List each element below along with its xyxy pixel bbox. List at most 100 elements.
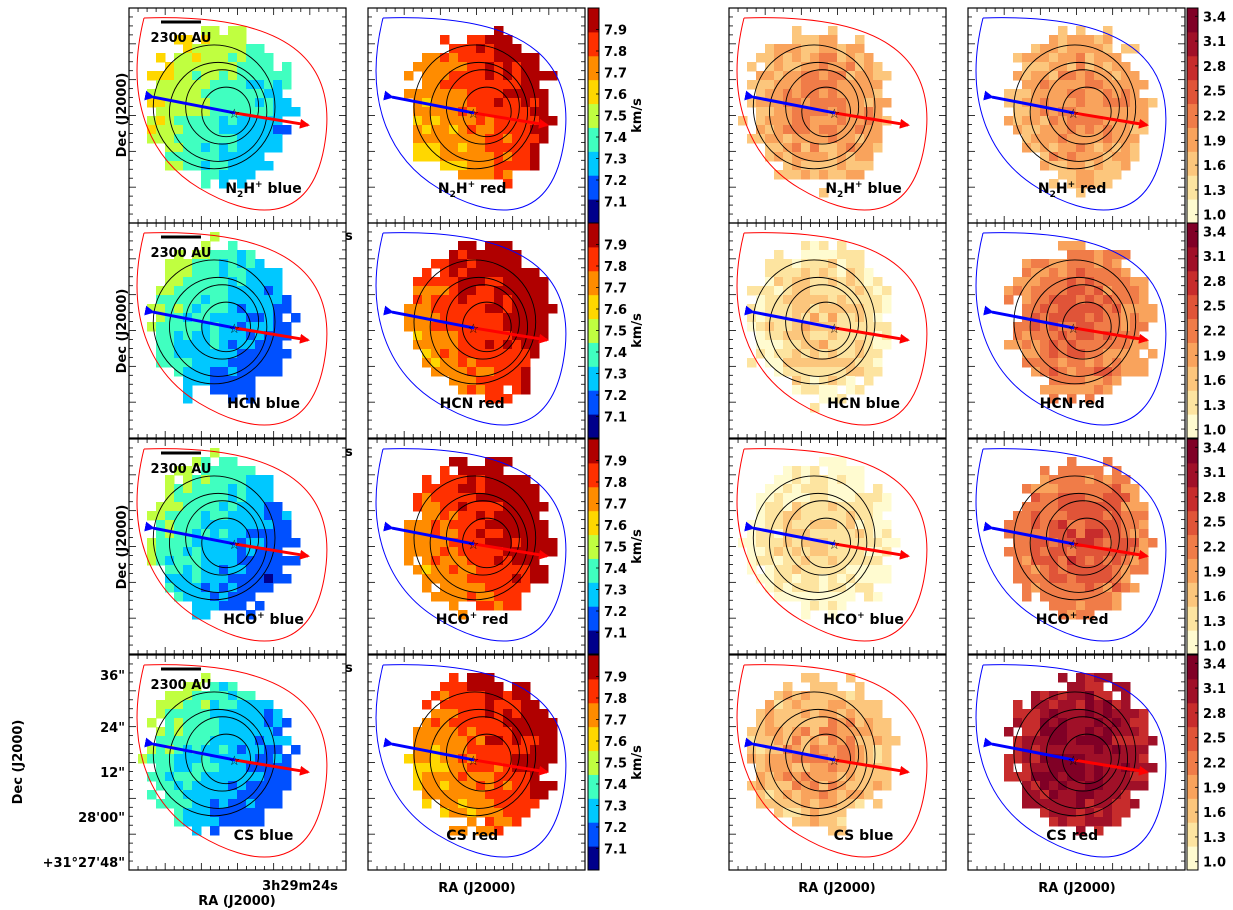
map-pixel (494, 808, 504, 818)
map-pixel (494, 691, 504, 701)
map-pixel (494, 475, 504, 485)
map-pixel (449, 592, 459, 602)
map-pixel (846, 574, 856, 584)
map-pixel (792, 44, 802, 54)
map-pixel (1076, 745, 1086, 755)
map-pixel (801, 170, 811, 180)
map-pixel (828, 502, 838, 512)
map-pixel (228, 547, 238, 557)
map-pixel (201, 529, 211, 539)
map-pixel (1067, 277, 1077, 287)
map-pixel (201, 592, 211, 602)
map-pixel (521, 71, 531, 81)
map-pixel (792, 736, 802, 746)
map-pixel (404, 754, 414, 764)
map-pixel (521, 53, 531, 63)
map-pixel (792, 98, 802, 108)
map-pixel (485, 457, 495, 467)
map-pixel (422, 143, 432, 153)
map-pixel (1076, 484, 1086, 494)
map-pixel (449, 304, 459, 314)
map-pixel (1085, 394, 1095, 404)
map-pixel (1040, 277, 1050, 287)
map-pixel (1022, 89, 1032, 99)
map-pixel (219, 313, 229, 323)
colorbar-tick-label: 1.6 (1203, 374, 1226, 389)
map-pixel (864, 790, 874, 800)
map-pixel (440, 367, 450, 377)
map-pixel (413, 62, 423, 72)
map-pixel (765, 268, 775, 278)
map-pixel (1067, 799, 1077, 809)
map-pixel (1076, 754, 1086, 764)
map-pixel (801, 62, 811, 72)
map-pixel (174, 817, 184, 827)
map-pixel (801, 520, 811, 530)
map-pixel (1040, 340, 1050, 350)
map-pixel (1103, 457, 1113, 467)
map-pixel (1112, 71, 1122, 81)
map-pixel (494, 583, 504, 593)
map-pixel (864, 529, 874, 539)
map-pixel (201, 817, 211, 827)
map-pixel (503, 754, 513, 764)
map-pixel (467, 62, 477, 72)
map-pixel (440, 80, 450, 90)
map-pixel (1103, 556, 1113, 566)
map-pixel (837, 313, 847, 323)
map-pixel (756, 349, 766, 359)
map-pixel (183, 538, 193, 548)
map-pixel (1067, 691, 1077, 701)
map-pixel (1085, 466, 1095, 476)
map-pixel (174, 161, 184, 171)
map-pixel (882, 538, 892, 548)
outline-contour (375, 448, 567, 642)
map-pixel (846, 80, 856, 90)
map-pixel (521, 790, 531, 800)
map-pixel (1031, 781, 1041, 791)
map-pixel (1094, 574, 1104, 584)
map-pixel (855, 745, 865, 755)
map-pixel (756, 799, 766, 809)
map-pixel (810, 682, 820, 692)
map-pixel (774, 71, 784, 81)
map-pixel (485, 826, 495, 836)
map-pixel (1094, 259, 1104, 269)
map-pixel (237, 592, 247, 602)
map-pixel (512, 691, 522, 701)
map-pixel (512, 44, 522, 54)
map-pixel (512, 682, 522, 692)
map-pixel (219, 44, 229, 54)
colorbar-linewidth: 1.01.31.61.92.22.52.83.13.4 (1186, 438, 1226, 655)
map-pixel (783, 295, 793, 305)
map-pixel (228, 502, 238, 512)
map-pixel (765, 358, 775, 368)
map-pixel (264, 62, 274, 72)
map-pixel (458, 331, 468, 341)
map-pixel (282, 718, 292, 728)
map-pixel (503, 592, 513, 602)
map-pixel (828, 610, 838, 620)
map-pixel (1013, 277, 1023, 287)
map-pixel (273, 772, 283, 782)
map-pixel (156, 53, 166, 63)
map-pixel (458, 484, 468, 494)
map-pixel (783, 709, 793, 719)
outline-contour (975, 17, 1167, 211)
map-pixel (449, 89, 459, 99)
map-pixel (792, 358, 802, 368)
map-pixel (219, 781, 229, 791)
map-pixel (1067, 349, 1077, 359)
map-pixel (1103, 547, 1113, 557)
map-pixel (228, 727, 238, 737)
map-pixel (219, 763, 229, 773)
map-pixel (210, 116, 220, 126)
map-pixel (1112, 529, 1122, 539)
map-pixel (431, 71, 441, 81)
map-pixel (494, 53, 504, 63)
map-pixel (1112, 268, 1122, 278)
map-pixel (422, 763, 432, 773)
map-pixel (747, 134, 757, 144)
map-pixel (1139, 745, 1149, 755)
map-pixel (440, 727, 450, 737)
